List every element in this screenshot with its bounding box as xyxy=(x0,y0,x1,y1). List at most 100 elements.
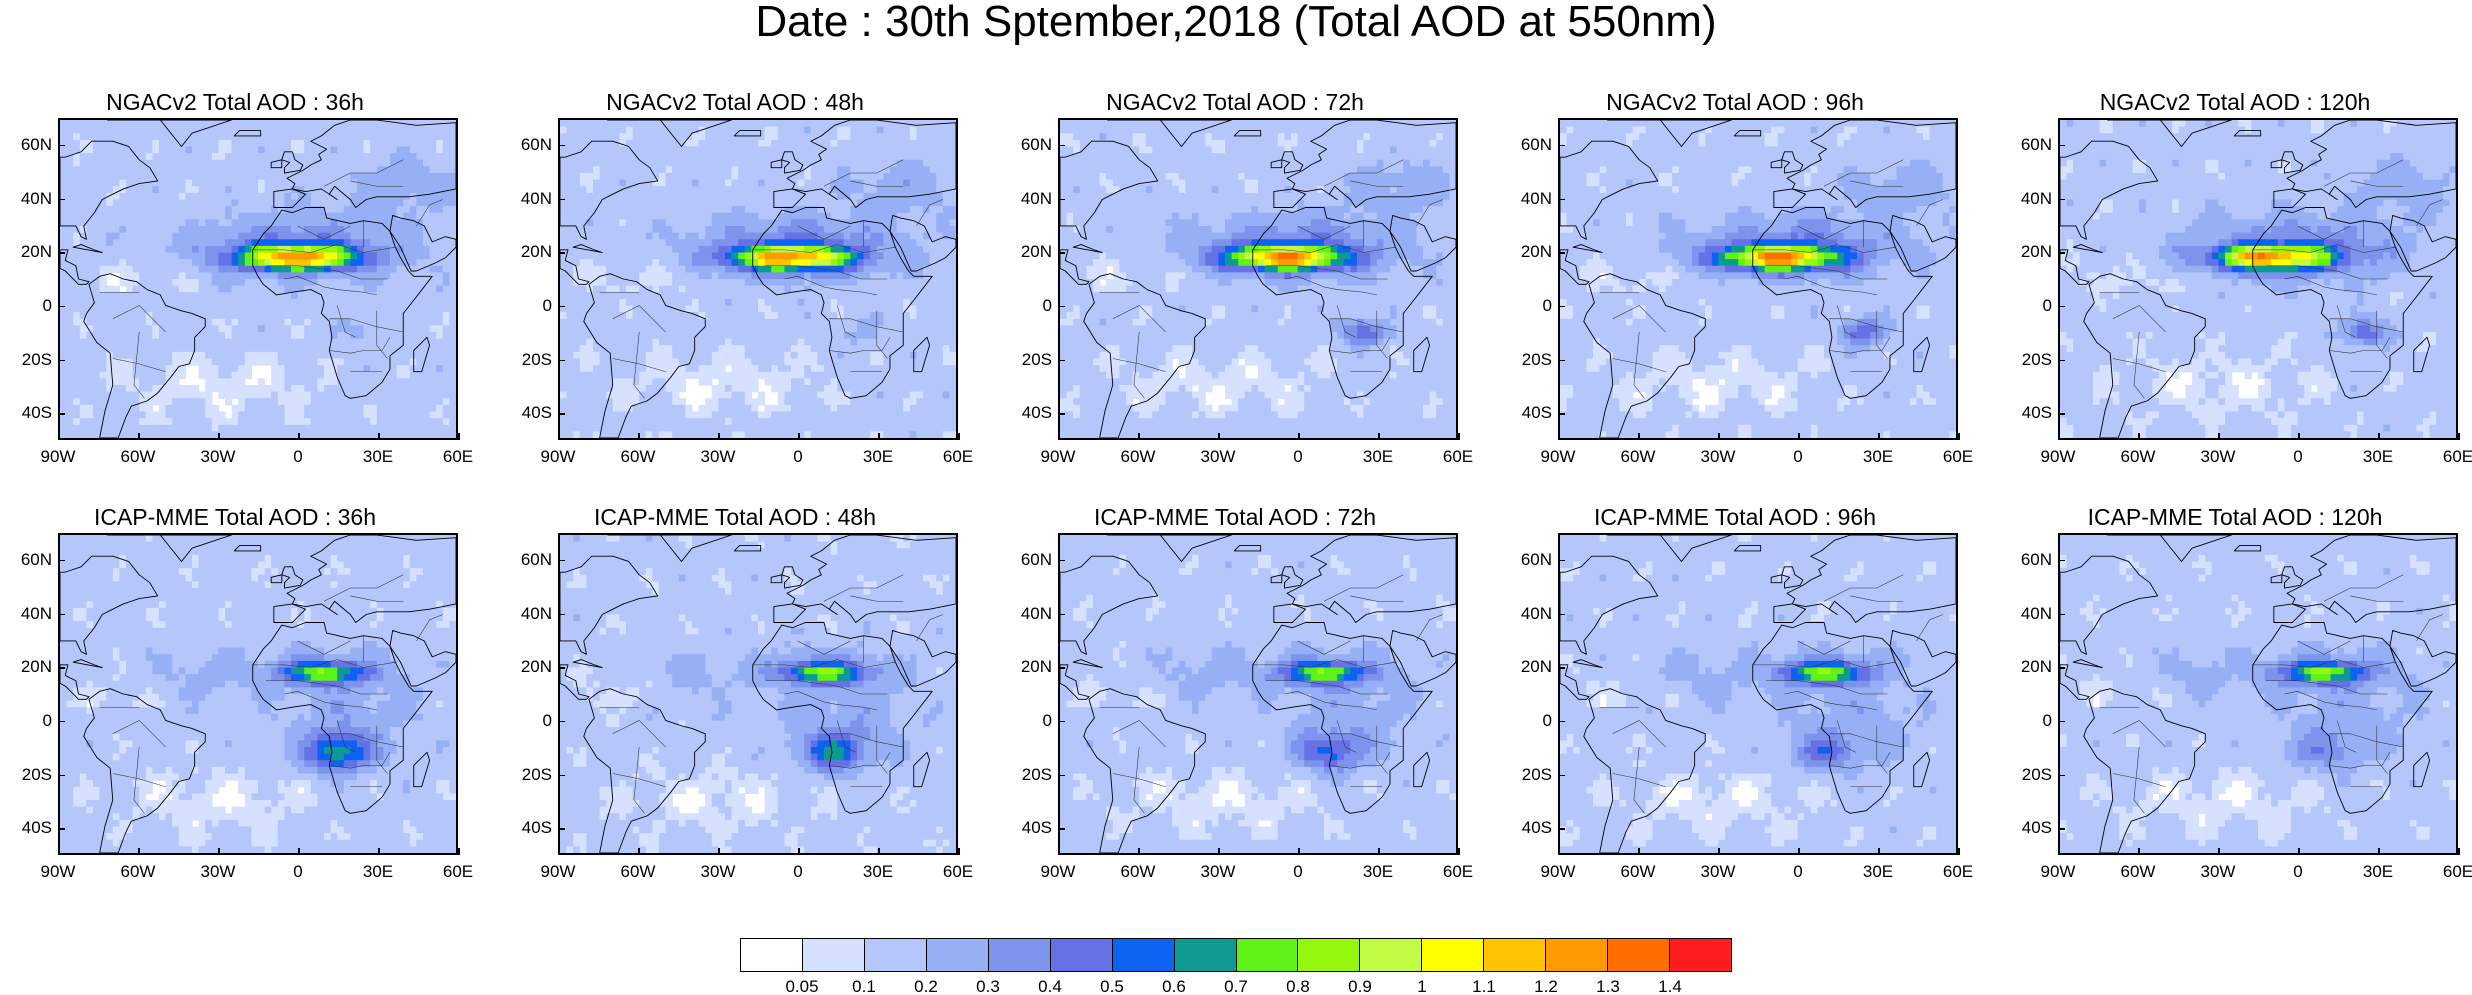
aod-cell xyxy=(86,272,94,280)
aod-cell xyxy=(370,192,378,201)
aod-cell xyxy=(92,186,101,194)
aod-cell xyxy=(172,206,180,214)
aod-cell xyxy=(165,384,173,393)
aod-cell xyxy=(396,179,404,187)
aod-cell xyxy=(178,192,186,201)
aod-cell xyxy=(264,305,272,313)
aod-cell xyxy=(324,378,332,386)
aod-cell xyxy=(211,173,219,181)
aod-cell xyxy=(409,186,417,194)
aod-cell xyxy=(817,332,825,340)
aod-cell xyxy=(705,126,713,134)
aod-cell xyxy=(416,305,424,313)
aod-cell xyxy=(560,206,568,214)
aod-cell xyxy=(198,371,206,379)
aod-cell xyxy=(863,312,871,320)
aod-cell xyxy=(264,186,272,194)
aod-cell xyxy=(731,166,739,174)
aod-cell xyxy=(205,398,213,406)
aod-cell xyxy=(691,345,700,353)
aod-cell xyxy=(725,232,733,240)
aod-cell xyxy=(383,139,391,148)
aod-cell xyxy=(837,285,845,293)
aod-cell xyxy=(205,424,213,432)
aod-cell xyxy=(159,404,167,413)
aod-cell xyxy=(672,325,680,333)
aod-cell xyxy=(205,225,213,234)
aod-cell xyxy=(863,332,871,340)
aod-cell xyxy=(152,305,160,313)
aod-cell xyxy=(297,338,305,346)
aod-cell xyxy=(579,225,587,234)
aod-cell xyxy=(172,225,180,234)
aod-cell xyxy=(106,265,114,273)
aod-cell xyxy=(343,146,352,154)
aod-cell xyxy=(198,159,206,167)
aod-cell xyxy=(225,219,233,227)
aod-cell xyxy=(370,219,378,227)
aod-cell xyxy=(112,259,120,267)
aod-cell xyxy=(324,285,332,293)
aod-cell xyxy=(744,153,753,161)
aod-cell xyxy=(172,139,180,148)
aod-cell xyxy=(725,212,733,220)
aod-cell xyxy=(916,212,924,220)
aod-cell xyxy=(231,126,239,134)
aod-cell xyxy=(797,219,805,227)
aod-cell xyxy=(106,126,114,134)
aod-cell xyxy=(244,166,253,174)
aod-cell xyxy=(672,192,680,201)
aod-cell xyxy=(165,371,173,379)
aod-cell xyxy=(383,358,391,366)
aod-cell xyxy=(139,312,147,320)
aod-cell xyxy=(850,332,858,340)
aod-cell xyxy=(139,126,147,134)
aod-cell xyxy=(416,166,424,174)
aod-cell xyxy=(258,404,266,413)
aod-cell xyxy=(277,398,285,406)
aod-cell xyxy=(99,186,107,194)
aod-cell xyxy=(92,120,101,128)
aod-cell xyxy=(423,285,431,293)
aod-cell xyxy=(99,245,107,254)
aod-cell xyxy=(423,325,431,333)
aod-cell xyxy=(86,173,94,181)
aod-cell xyxy=(592,252,601,260)
aod-cell xyxy=(66,179,74,187)
aod-cell xyxy=(290,206,299,214)
aod-cell xyxy=(436,265,444,273)
aod-cell xyxy=(218,252,226,260)
aod-cell xyxy=(639,325,647,333)
aod-cell xyxy=(764,133,772,141)
aod-cell xyxy=(606,186,614,194)
aod-cell xyxy=(60,351,68,360)
aod-cell xyxy=(843,312,852,320)
aod-cell xyxy=(225,391,233,399)
aod-cell xyxy=(416,245,424,254)
aod-cell xyxy=(79,206,87,214)
aod-cell xyxy=(731,298,739,307)
aod-cell xyxy=(145,225,154,234)
aod-cell xyxy=(145,318,154,326)
aod-cell xyxy=(324,146,332,154)
aod-cell xyxy=(790,232,799,240)
aod-cell xyxy=(817,179,825,187)
aod-cell xyxy=(929,305,937,313)
aod-cell xyxy=(258,146,266,154)
aod-cell xyxy=(771,126,779,134)
aod-cell xyxy=(310,126,318,134)
aod-cell xyxy=(764,166,772,174)
aod-cell xyxy=(244,212,253,220)
aod-cell xyxy=(106,404,114,413)
aod-cell xyxy=(942,206,951,214)
aod-cell xyxy=(810,219,818,227)
aod-cell xyxy=(810,206,818,214)
aod-cell xyxy=(896,332,904,340)
aod-cell xyxy=(436,398,444,406)
aod-cell xyxy=(126,245,134,254)
aod-cell xyxy=(106,199,114,207)
aod-cell xyxy=(132,179,140,187)
aod-cell xyxy=(744,332,753,340)
aod-cell xyxy=(423,212,431,220)
aod-cell xyxy=(718,239,726,247)
